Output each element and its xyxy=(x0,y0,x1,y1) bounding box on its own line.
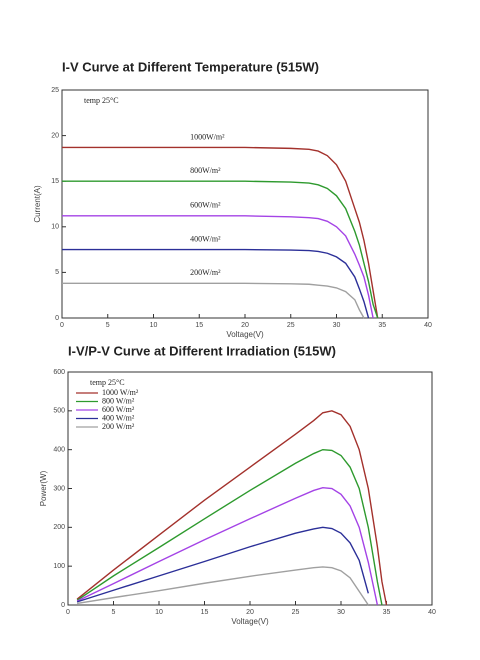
x-tick-label: 35 xyxy=(378,322,386,329)
series-line xyxy=(62,282,365,319)
y-tick-label: 5 xyxy=(55,269,59,276)
y-tick-label: 100 xyxy=(53,563,65,570)
curve-label: 1000W/m² xyxy=(190,132,225,141)
y-axis-label: Current(A) xyxy=(33,185,42,223)
x-tick-label: 30 xyxy=(333,322,341,329)
series-line xyxy=(62,180,379,319)
x-tick-label: 25 xyxy=(292,609,300,616)
y-tick-label: 400 xyxy=(53,447,65,454)
annotation: temp 25°C xyxy=(90,378,125,387)
y-tick-label: 600 xyxy=(53,369,65,376)
x-tick-label: 0 xyxy=(66,609,70,616)
curve-label: 600W/m² xyxy=(190,201,221,210)
x-axis-label: Voltage(V) xyxy=(226,330,264,339)
series-line xyxy=(62,146,379,319)
curve-label: 400W/m² xyxy=(190,234,221,243)
chart-title: I-V Curve at Different Temperature (515W… xyxy=(62,59,319,74)
x-tick-label: 30 xyxy=(337,609,345,616)
series-line xyxy=(76,566,369,606)
y-tick-label: 300 xyxy=(53,485,65,492)
legend-label: 800 W/m² xyxy=(102,396,135,405)
x-tick-label: 5 xyxy=(112,609,116,616)
y-axis-label: Power(W) xyxy=(39,470,48,506)
x-tick-label: 35 xyxy=(383,609,391,616)
series-line xyxy=(76,410,388,606)
x-tick-label: 20 xyxy=(241,322,249,329)
legend-label: 600 W/m² xyxy=(102,405,135,414)
x-tick-label: 15 xyxy=(201,609,209,616)
series-line xyxy=(62,248,370,319)
y-tick-label: 15 xyxy=(51,178,59,185)
legend-label: 400 W/m² xyxy=(102,413,135,422)
x-tick-label: 5 xyxy=(106,322,110,329)
y-tick-label: 20 xyxy=(51,132,59,139)
x-tick-label: 10 xyxy=(150,322,158,329)
x-tick-label: 20 xyxy=(246,609,254,616)
x-tick-label: 40 xyxy=(424,322,432,329)
x-tick-label: 10 xyxy=(155,609,163,616)
series-line xyxy=(62,215,374,319)
x-tick-label: 15 xyxy=(195,322,203,329)
y-tick-label: 10 xyxy=(51,224,59,231)
legend-label: 1000 W/m² xyxy=(102,388,139,397)
y-tick-label: 0 xyxy=(61,602,65,609)
x-tick-label: 40 xyxy=(428,609,436,616)
curve-label: 800W/m² xyxy=(190,166,221,175)
series-line xyxy=(76,448,383,606)
legend-label: 200 W/m² xyxy=(102,422,135,431)
series-line xyxy=(76,487,379,606)
annotation: temp 25°C xyxy=(84,96,119,105)
y-tick-label: 200 xyxy=(53,524,65,531)
x-tick-label: 0 xyxy=(60,322,64,329)
series-line xyxy=(76,526,369,603)
y-tick-label: 0 xyxy=(55,315,59,322)
chart-title: I-V/P-V Curve at Different Irradiation (… xyxy=(68,343,336,358)
x-tick-label: 25 xyxy=(287,322,295,329)
y-tick-label: 500 xyxy=(53,408,65,415)
curve-label: 200W/m² xyxy=(190,268,221,277)
y-tick-label: 25 xyxy=(51,87,59,94)
x-axis-label: Voltage(V) xyxy=(231,617,269,626)
